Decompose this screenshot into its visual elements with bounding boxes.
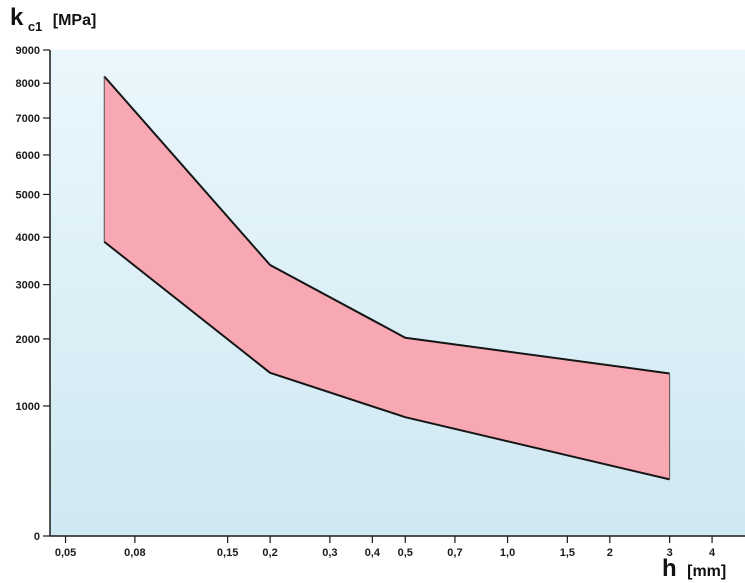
- x-axis-title-unit: [mm]: [687, 563, 726, 580]
- x-tick-label: 0,2: [262, 547, 277, 559]
- y-axis-title: k c1 [MPa]: [10, 4, 96, 35]
- y-tick-label: 2000: [16, 334, 40, 346]
- y-axis-title-main: k: [10, 4, 24, 31]
- x-tick-label: 2: [607, 547, 613, 559]
- x-tick-label: 0,15: [217, 547, 238, 559]
- x-tick-label: 0,7: [447, 547, 462, 559]
- x-tick-label: 0,3: [322, 547, 337, 559]
- y-tick-label: 4000: [16, 232, 40, 244]
- band-layer: [103, 75, 671, 481]
- x-tick-label: 1,0: [500, 547, 515, 559]
- y-axis-title-sub: c1: [28, 19, 42, 34]
- y-tick-label: 5000: [16, 189, 40, 201]
- y-tick-label: 1000: [16, 401, 40, 413]
- x-tick-label: 0,05: [55, 547, 76, 559]
- y-tick-label: 3000: [16, 280, 40, 292]
- y-tick-label: 9000: [16, 45, 40, 57]
- lower-boundary-line: [103, 240, 670, 481]
- y-axis-title-unit: [MPa]: [53, 12, 97, 29]
- upper-boundary-line: [103, 75, 670, 375]
- y-tick-label: 6000: [16, 150, 40, 162]
- x-tick-label: 0,5: [398, 547, 413, 559]
- y-tick-label: 7000: [16, 113, 40, 125]
- cutting-force-band: [104, 76, 670, 480]
- x-axis-title: h [mm]: [662, 555, 726, 582]
- x-tick-label: 0,08: [124, 547, 145, 559]
- x-axis-title-main: h: [662, 555, 677, 582]
- x-tick-label: 3: [667, 547, 673, 559]
- y-tick-label: 8000: [16, 78, 40, 90]
- tick-layer: 0,05 0,08 0,15 0,2 0,3 0,4 0,5 0,7 1,0 1,5 2 3 4 0 100…: [16, 45, 716, 559]
- axis-layer: [49, 50, 745, 537]
- y-tick-label: 0: [34, 531, 40, 543]
- x-tick-label: 0,4: [365, 547, 381, 559]
- x-tick-label: 1,5: [560, 547, 575, 559]
- x-tick-label: 4: [709, 547, 716, 559]
